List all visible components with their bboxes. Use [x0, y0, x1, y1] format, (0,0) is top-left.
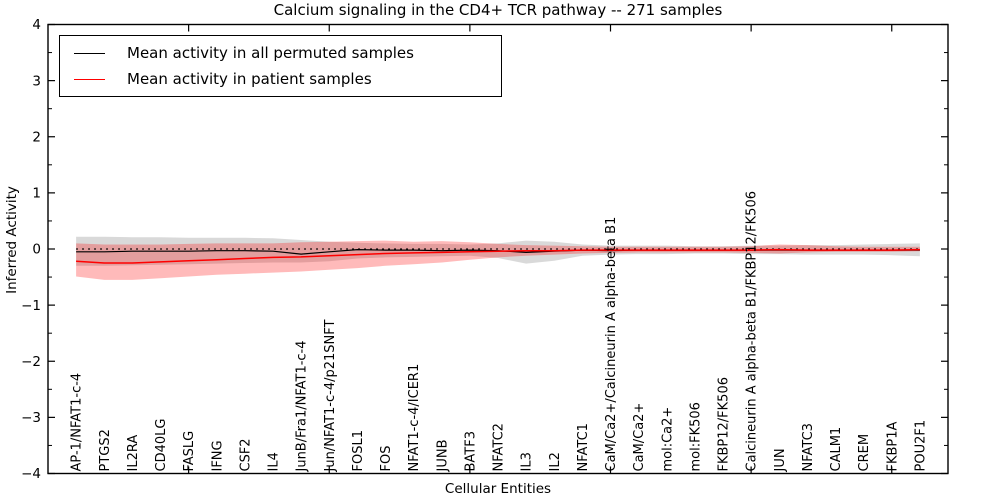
- y-tick-label: −2: [21, 354, 41, 370]
- y-tick-label: 1: [32, 186, 41, 202]
- y-tick-label: −1: [21, 298, 41, 314]
- x-tick-label: JUNB: [435, 440, 450, 473]
- x-tick-label: IL4: [267, 452, 282, 471]
- x-tick-label: FOS: [379, 446, 394, 472]
- legend-item: Mean activity in all permuted samples: [60, 44, 501, 62]
- x-tick-label: CaM/Ca2+: [632, 403, 647, 472]
- x-tick-label: CALM1: [829, 427, 844, 472]
- y-tick-label: 3: [32, 73, 41, 89]
- y-axis-label: Inferred Activity: [4, 186, 20, 294]
- x-tick-label: CD40LG: [154, 419, 169, 472]
- x-tick-label: Jun/NFAT1-c-4/p21SNFT: [323, 320, 338, 473]
- x-tick-label: FKBP12/FK506: [717, 377, 732, 472]
- x-tick-label: BATF3: [463, 431, 478, 472]
- legend-line-swatch: [74, 52, 105, 54]
- x-tick-label: NFATC1: [576, 423, 591, 471]
- x-tick-label: mol:FK506: [688, 402, 703, 471]
- legend-line-swatch: [74, 78, 105, 80]
- x-tick-label: CREM: [857, 434, 872, 472]
- x-tick-label: CSF2: [238, 438, 253, 471]
- x-tick-label: JUN: [773, 448, 788, 472]
- x-tick-label: AP-1/NFAT1-c-4: [70, 373, 85, 472]
- x-tick-label: FASLG: [182, 431, 197, 472]
- x-tick-label: FOSL1: [351, 430, 366, 471]
- legend-item-label: Mean activity in all permuted samples: [127, 44, 414, 62]
- x-tick-label: PTGS2: [98, 429, 113, 471]
- legend: Mean activity in all permuted samples Mea…: [59, 35, 502, 97]
- x-tick-label: IL2RA: [126, 435, 141, 472]
- x-tick-label: NFAT1-c-4/ICER1: [407, 364, 422, 472]
- x-tick-label: NFATC2: [492, 423, 507, 471]
- y-tick-label: 2: [32, 129, 41, 145]
- x-tick-label: Calcineurin A alpha-beta B1/FKBP12/FK506: [745, 191, 760, 471]
- x-tick-label: NFATC3: [801, 423, 816, 471]
- x-tick-label: JunB/Fra1/NFAT1-c-4: [295, 340, 310, 472]
- x-tick-label: IFNG: [210, 440, 225, 471]
- x-tick-label: IL2: [548, 452, 563, 471]
- x-tick-label: POU2F1: [913, 420, 928, 472]
- y-tick-label: 4: [32, 17, 41, 33]
- x-tick-label: IL3: [520, 452, 535, 471]
- x-tick-label: FKBP1A: [885, 421, 900, 471]
- x-tick-label: CaM/Ca2+/Calcineurin A alpha-beta B1: [604, 217, 619, 472]
- y-tick-label: −3: [21, 410, 41, 426]
- legend-item-label: Mean activity in patient samples: [127, 70, 372, 88]
- y-tick-label: 0: [32, 242, 41, 258]
- y-tick-label: −4: [21, 466, 41, 482]
- legend-item: Mean activity in patient samples: [60, 70, 501, 88]
- x-axis-label: Cellular Entities: [444, 481, 552, 497]
- x-tick-label: mol:Ca2+: [660, 407, 675, 472]
- chart-title: Calcium signaling in the CD4+ TCR pathwa…: [273, 1, 723, 19]
- patient-mean-line: [76, 248, 920, 264]
